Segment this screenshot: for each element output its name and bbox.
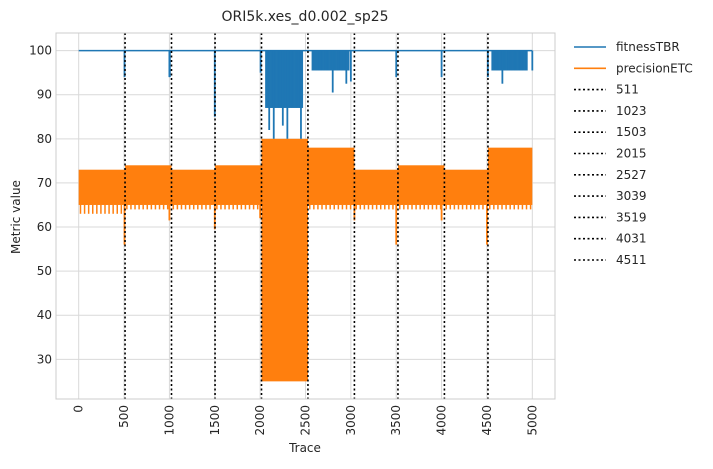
series-fitnessTBR <box>78 49 534 139</box>
x-tick-label: 2500 <box>299 405 313 436</box>
y-tick-label: 60 <box>37 220 52 234</box>
legend-label-4511: 4511 <box>616 253 647 267</box>
x-tick-label: 1000 <box>162 405 176 436</box>
x-tick-label: 500 <box>117 405 131 428</box>
legend-label-2015: 2015 <box>616 147 647 161</box>
series-band <box>261 138 308 382</box>
x-tick-label: 1500 <box>208 405 222 436</box>
tick-layer: 0 500 1000 1500 2000 2500 3000 3500 4000 4500 5000… <box>29 44 539 436</box>
series-band <box>397 165 445 205</box>
series-band <box>125 165 172 205</box>
y-axis-label: Metric value <box>9 180 23 254</box>
series-band <box>354 169 398 205</box>
x-tick-label: 4000 <box>435 405 449 436</box>
legend-label-3519: 3519 <box>616 210 647 224</box>
legend-label-3039: 3039 <box>616 189 647 203</box>
legend: fitnessTBR precisionETC 511 1023 1503 2015 252… <box>574 40 693 267</box>
y-tick-label: 30 <box>37 352 52 366</box>
y-tick-label: 70 <box>37 176 52 190</box>
y-tick-label: 90 <box>37 88 52 102</box>
y-tick-label: 100 <box>29 44 52 58</box>
chart-title: ORI5k.xes_d0.002_sp25 <box>221 9 388 25</box>
series-band <box>78 169 126 205</box>
legend-label-2527: 2527 <box>616 168 647 182</box>
legend-label-511: 511 <box>616 83 639 97</box>
series-precisionETC <box>78 138 533 382</box>
legend-label-fitnessTBR: fitnessTBR <box>616 40 680 54</box>
x-axis-label: Trace <box>288 441 321 455</box>
series-band <box>171 169 216 205</box>
legend-label-1023: 1023 <box>616 104 647 118</box>
series-band <box>307 147 355 205</box>
legend-label-4031: 4031 <box>616 232 647 246</box>
series-band <box>487 147 533 205</box>
x-tick-label: 2000 <box>253 405 267 436</box>
y-tick-label: 40 <box>37 308 52 322</box>
y-tick-label: 80 <box>37 132 52 146</box>
x-tick-label: 4500 <box>480 405 494 436</box>
x-tick-label: 3000 <box>344 405 358 436</box>
plot-frame <box>55 32 556 400</box>
legend-label-1503: 1503 <box>616 125 647 139</box>
data-layer <box>78 49 534 382</box>
x-tick-label: 0 <box>72 405 86 413</box>
legend-label-precisionETC: precisionETC <box>616 61 693 75</box>
y-tick-label: 50 <box>37 264 52 278</box>
x-tick-label: 3500 <box>389 405 403 436</box>
series-band <box>215 165 262 205</box>
x-tick-label: 5000 <box>525 405 539 436</box>
series-band <box>444 169 488 205</box>
